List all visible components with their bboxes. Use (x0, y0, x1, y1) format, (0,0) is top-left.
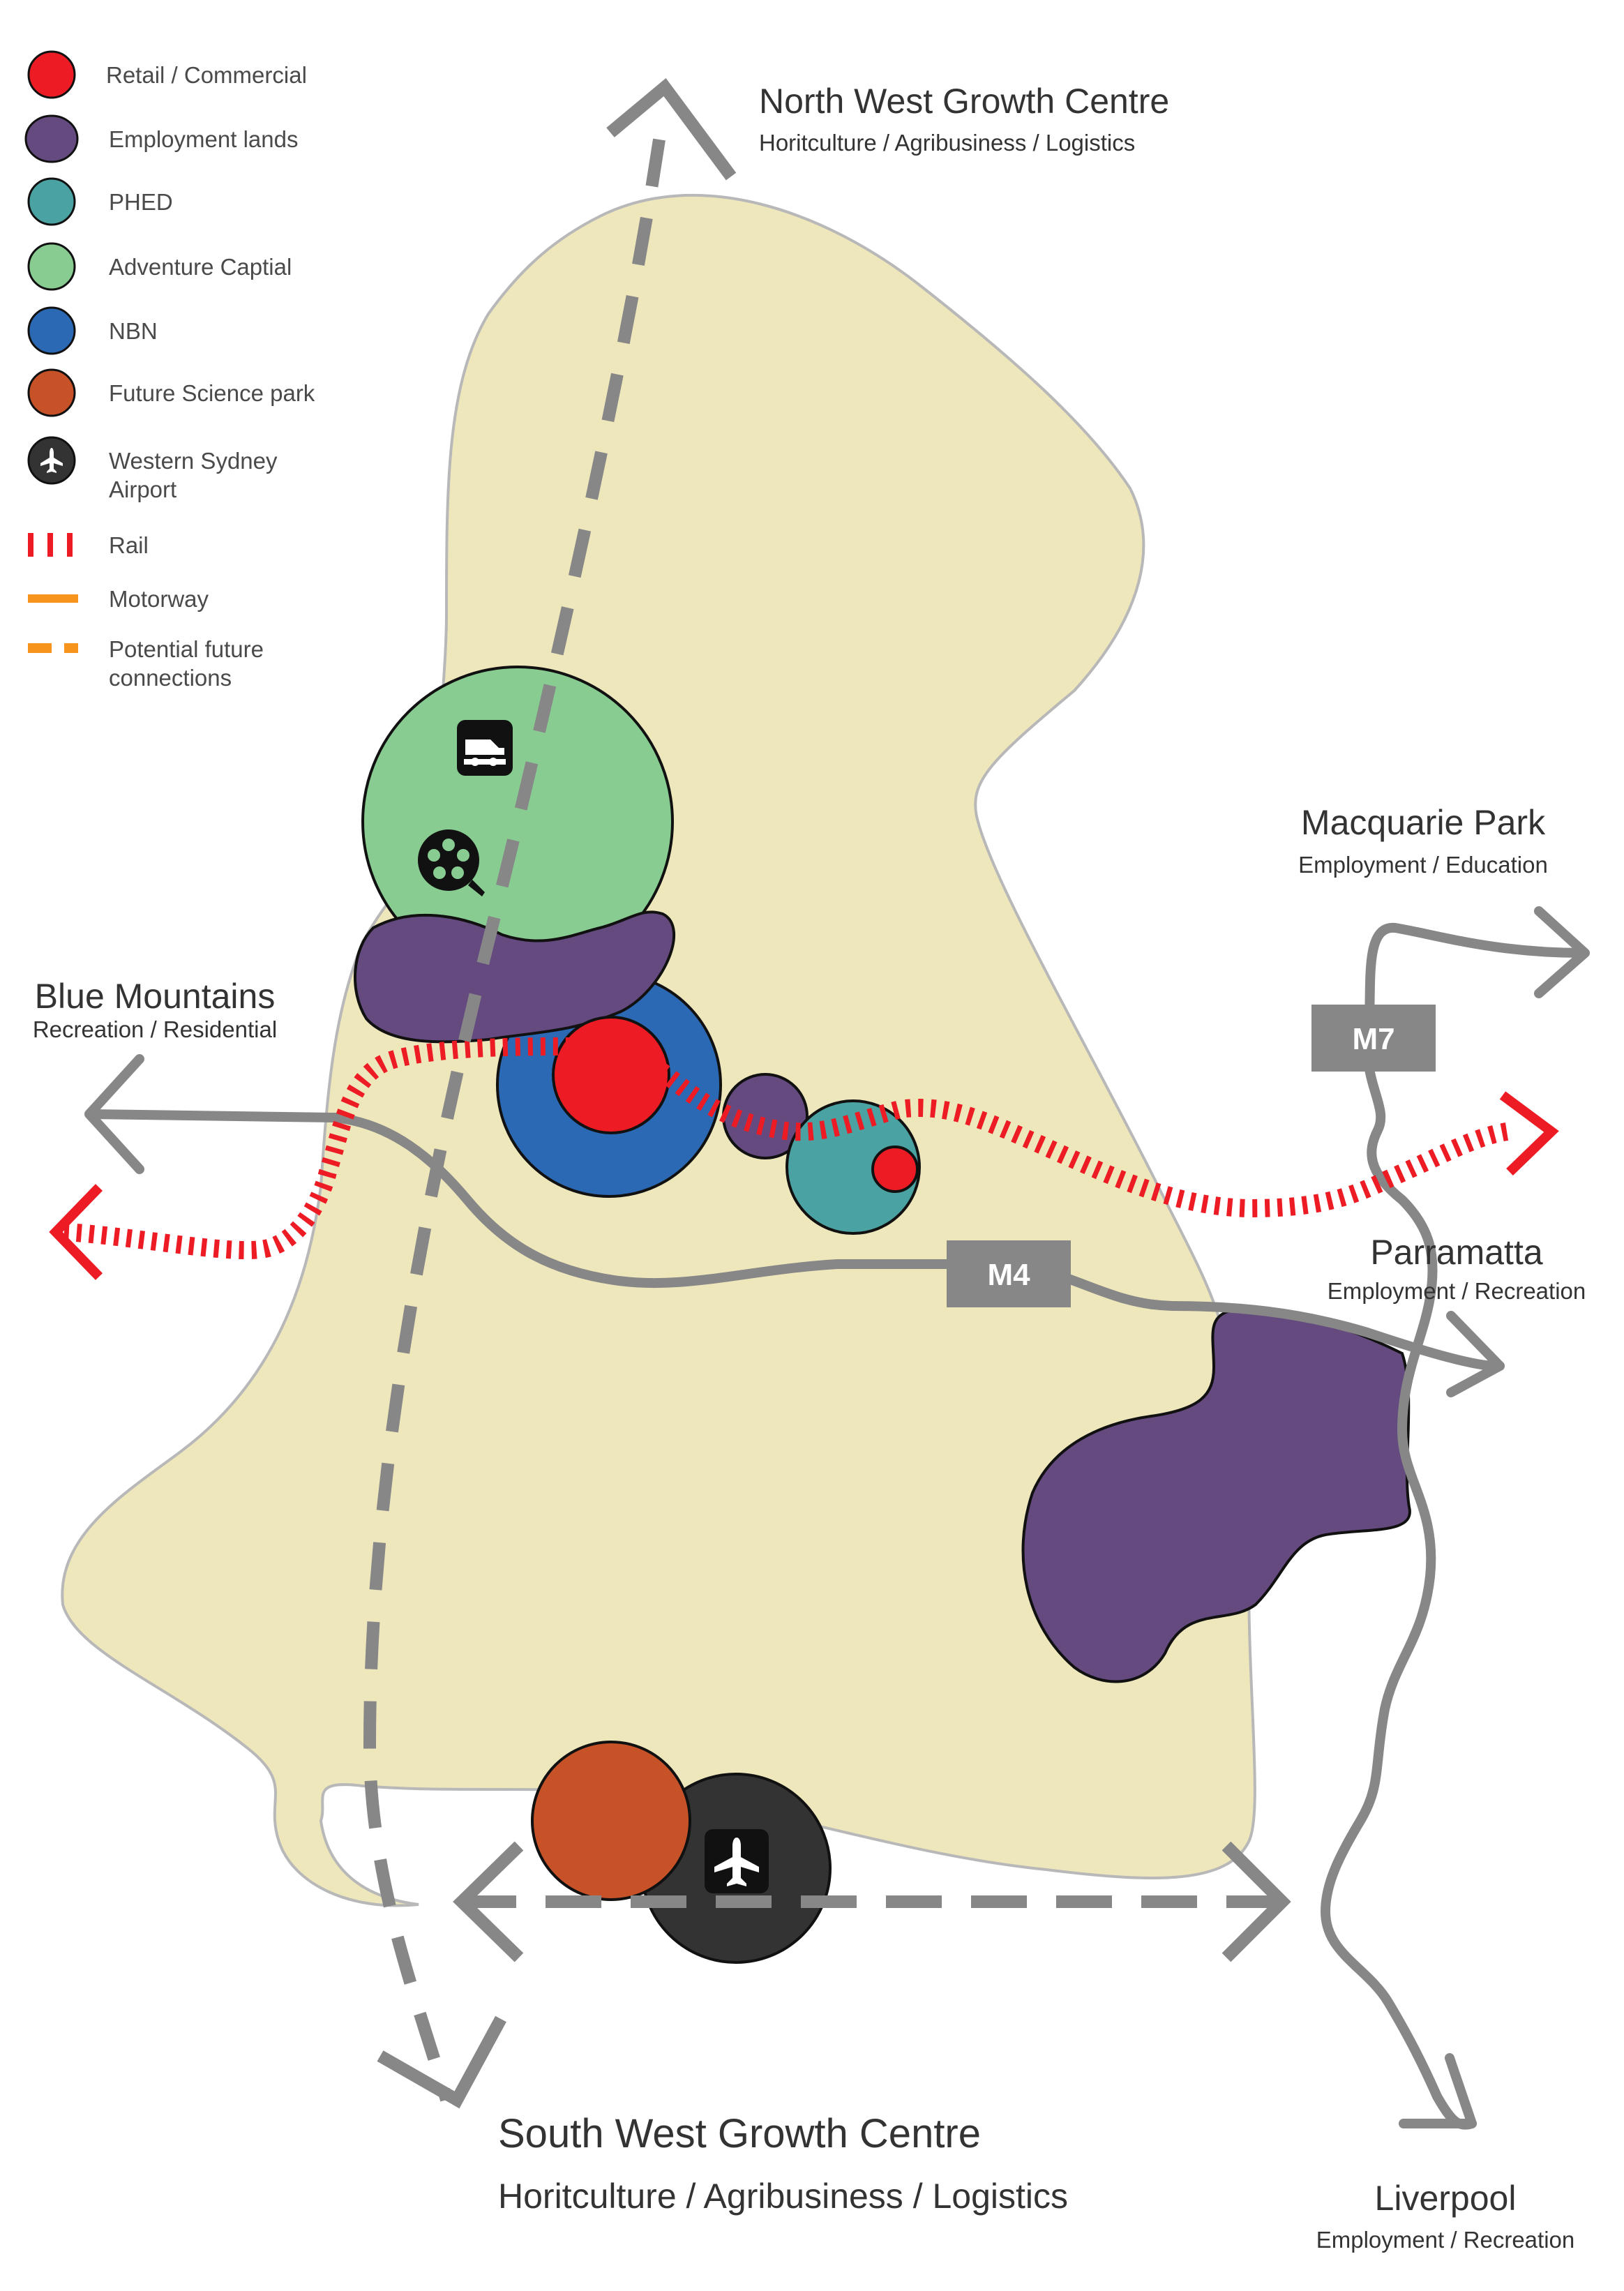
future-science-park-circle (531, 1741, 691, 1901)
blue-mountains-subtitle: Recreation / Residential (33, 1016, 277, 1042)
m7-arrow-north (1534, 906, 1590, 998)
m4-arrow-west (84, 1054, 144, 1174)
m4-label: M4 (987, 1258, 1030, 1292)
m4-motorway (86, 1109, 1505, 1372)
north-arrowhead (606, 77, 737, 181)
legend-science-park-swatch (27, 368, 76, 417)
legend-phed-label: PHED (109, 189, 173, 215)
legend-future-connection-label-line2: connections (109, 665, 232, 691)
legend-airport-icon (40, 448, 63, 473)
legend-motorway-label: Motorway (109, 586, 209, 612)
phed-circle (785, 1099, 921, 1235)
legend-adventure-label: Adventure Captial (109, 254, 292, 280)
m4-arrow-east (1446, 1311, 1505, 1397)
south-west-title: South West Growth Centre (498, 2111, 981, 2156)
legend-airport-label-line1: Western Sydney (109, 448, 278, 474)
legend-future-connection-swatch (28, 643, 78, 653)
blue-mountains-title: Blue Mountains (35, 977, 276, 1016)
legend-adventure-swatch (27, 242, 76, 291)
legend-future-connection-label-line1: Potential future (109, 636, 264, 662)
liverpool-subtitle: Employment / Recreation (1316, 2227, 1575, 2253)
legend-nbn-label: NBN (109, 318, 158, 344)
legend-nbn-swatch (27, 306, 76, 355)
rail-arrow-west (49, 1184, 103, 1280)
employment-lands-east (1021, 1309, 1411, 1683)
employment-lands-upper (354, 910, 676, 1044)
legend-science-park-label: Future Science park (109, 380, 315, 406)
east-arrowhead (1221, 1841, 1291, 1962)
rail-arrow-east (1499, 1091, 1559, 1176)
legend-airport-label-line2: Airport (109, 476, 176, 502)
south-arrowhead (377, 2015, 506, 2109)
m7-arrow-south (1399, 2053, 1477, 2128)
macquarie-subtitle: Employment / Education (1298, 852, 1548, 878)
south-west-subtitle: Horitculture / Agribusiness / Logistics (498, 2177, 1068, 2216)
legend-employment-swatch (24, 114, 79, 163)
retail-commercial-small-circle (871, 1146, 919, 1193)
film-reel-icon (418, 829, 485, 896)
rail-line (63, 1037, 1509, 1259)
legend-retail-swatch (27, 50, 76, 99)
north-west-subtitle: Horitculture / Agribusiness / Logistics (759, 130, 1135, 156)
m7-shield: M7 (1311, 1005, 1436, 1072)
liverpool-title: Liverpool (1375, 2179, 1517, 2218)
legend-phed-swatch (27, 177, 76, 226)
legend: Retail / Commercial Employment lands PHE… (24, 50, 315, 691)
north-west-title: North West Growth Centre (759, 82, 1169, 121)
legend-employment-label: Employment lands (109, 126, 298, 152)
legend-rail-label: Rail (109, 532, 149, 558)
legend-motorway-swatch (28, 594, 78, 603)
west-arrowhead (453, 1841, 524, 1962)
retail-commercial-circle (552, 1016, 670, 1134)
airport-icon (705, 1829, 769, 1893)
m4-shield: M4 (947, 1240, 1071, 1307)
legend-retail-label: Retail / Commercial (106, 62, 307, 88)
north-south-future-connection (363, 138, 666, 2102)
macquarie-title: Macquarie Park (1301, 803, 1546, 842)
m7-label: M7 (1352, 1022, 1394, 1056)
boat-ramp-icon (457, 720, 513, 776)
legend-rail-swatch (28, 533, 73, 557)
parramatta-subtitle: Employment / Recreation (1328, 1278, 1586, 1304)
parramatta-title: Parramatta (1370, 1233, 1543, 1272)
